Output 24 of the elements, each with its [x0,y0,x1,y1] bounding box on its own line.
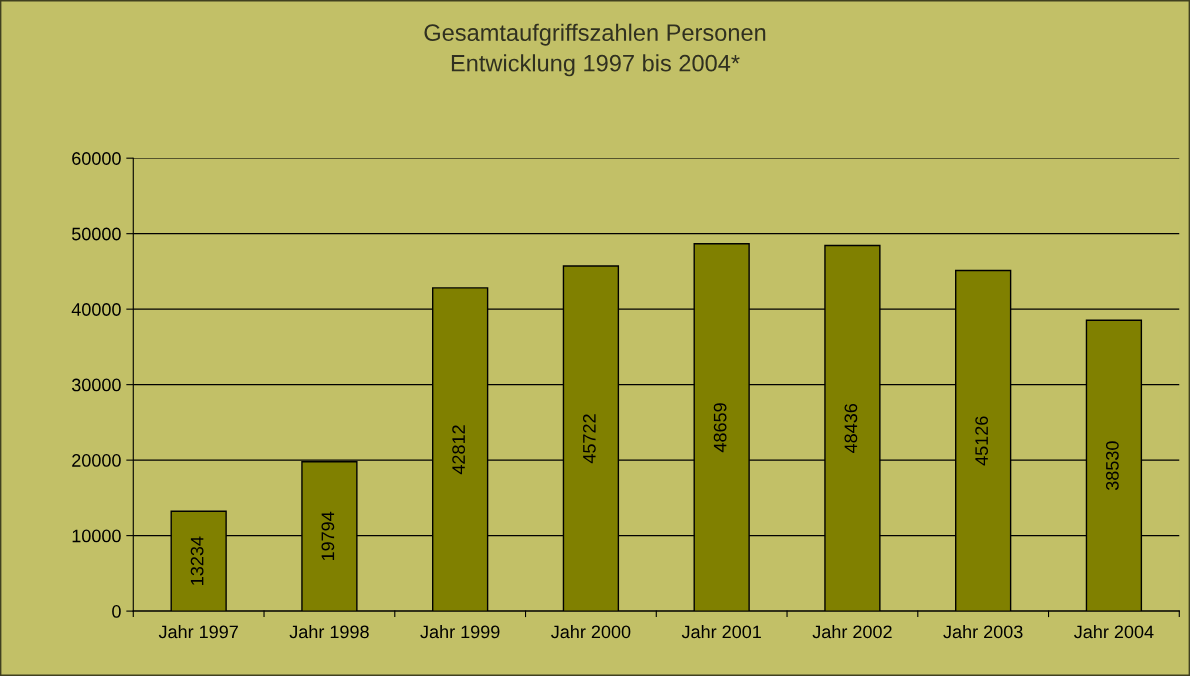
data-label: 45126 [975,416,989,466]
x-tick-label: Jahr 2000 [551,624,631,639]
x-tick-label: Jahr 1997 [158,624,238,639]
chart-title: Gesamtaufgriffszahlen Personen Entwicklung 1997 bis 2004* [424,23,766,77]
x-tick-label: Jahr 2004 [1074,624,1154,639]
data-label: 48436 [844,403,858,453]
data-label: 19794 [321,511,335,561]
y-tick-label: 40000 [71,303,121,316]
y-tick-label: 20000 [72,454,121,467]
data-label: 45722 [582,414,596,464]
x-tick-label: Jahr 2003 [943,624,1023,639]
x-tick-label: Jahr 1998 [289,624,369,639]
y-tick-label: 50000 [71,227,121,241]
y-tick-label: 10000 [72,529,121,543]
y-tick-label: 0 [112,605,121,618]
data-label: 38530 [1105,441,1119,491]
data-label: 13234 [190,536,204,585]
x-tick-label: Jahr 1999 [420,624,500,639]
data-label: 48659 [713,403,727,453]
x-tick-label: Jahr 2002 [812,624,892,639]
x-tick-label: Jahr 2001 [681,624,761,639]
data-label: 42812 [452,425,465,475]
y-tick-label: 30000 [71,378,121,392]
y-tick-label: 60000 [72,152,121,165]
